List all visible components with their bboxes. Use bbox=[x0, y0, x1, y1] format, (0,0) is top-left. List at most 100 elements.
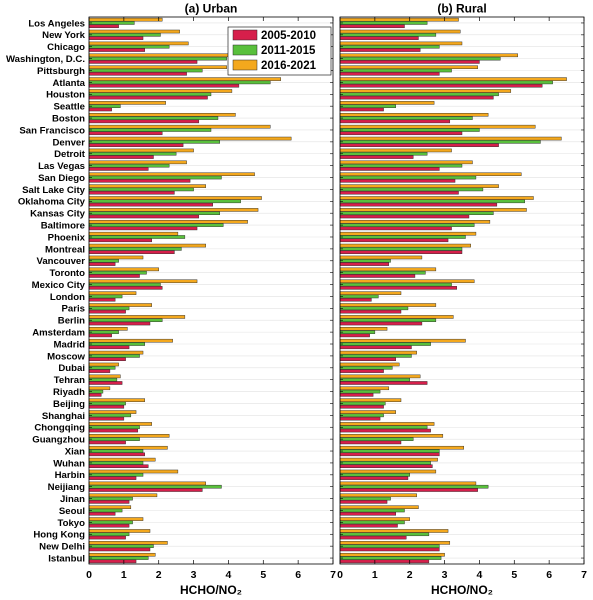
bar bbox=[339, 461, 431, 465]
category-label: Seattle bbox=[54, 102, 85, 113]
bar bbox=[88, 33, 161, 37]
bar bbox=[88, 214, 200, 219]
category-label: London bbox=[50, 292, 85, 303]
bar bbox=[339, 220, 491, 224]
bar bbox=[88, 523, 130, 528]
bar bbox=[339, 143, 499, 147]
bar bbox=[88, 484, 222, 489]
bar bbox=[88, 258, 119, 263]
bar bbox=[88, 386, 111, 391]
bar bbox=[339, 315, 454, 319]
bar bbox=[339, 247, 463, 251]
bar bbox=[339, 413, 384, 418]
bar bbox=[339, 333, 370, 338]
bar bbox=[88, 270, 147, 275]
bar bbox=[339, 366, 393, 370]
axes-frame bbox=[88, 16, 334, 565]
category-label: Tehran bbox=[54, 375, 85, 386]
category-label: Xian bbox=[65, 446, 85, 457]
bar bbox=[339, 80, 553, 85]
category-label: Beijing bbox=[53, 399, 85, 410]
bar bbox=[339, 410, 396, 414]
bar bbox=[88, 262, 116, 266]
category-label: Boston bbox=[52, 113, 85, 124]
bar bbox=[88, 547, 151, 552]
bar bbox=[339, 452, 440, 457]
bar bbox=[88, 255, 144, 260]
bar bbox=[339, 65, 478, 69]
bar bbox=[339, 508, 405, 513]
bar bbox=[88, 345, 130, 350]
bar bbox=[339, 89, 512, 93]
x-tick-label: 2 bbox=[156, 569, 162, 581]
bar bbox=[88, 342, 145, 346]
bar bbox=[339, 318, 437, 323]
bar bbox=[339, 21, 428, 25]
bar bbox=[339, 208, 527, 212]
bar bbox=[339, 362, 400, 367]
category-label: Salt Lake City bbox=[22, 185, 86, 196]
bar bbox=[88, 179, 191, 183]
bar bbox=[88, 330, 119, 334]
bar bbox=[88, 21, 135, 25]
bar bbox=[339, 202, 498, 207]
bar bbox=[88, 303, 152, 307]
bar bbox=[88, 163, 170, 168]
x-tick-label: 3 bbox=[191, 569, 197, 581]
category-label: Detroit bbox=[54, 149, 86, 160]
bar bbox=[339, 303, 437, 307]
legend-label: 2011-2015 bbox=[261, 45, 316, 57]
x-tick-label: 6 bbox=[295, 569, 301, 581]
bar bbox=[339, 243, 471, 248]
bar bbox=[339, 381, 428, 385]
bar bbox=[88, 517, 144, 521]
bar bbox=[339, 238, 449, 243]
x-tick-label: 5 bbox=[260, 569, 266, 581]
bar bbox=[88, 184, 206, 188]
bar bbox=[88, 309, 126, 314]
bar bbox=[339, 342, 431, 346]
bar bbox=[339, 291, 402, 295]
bar bbox=[339, 235, 466, 239]
bar bbox=[339, 214, 470, 219]
bar bbox=[339, 163, 463, 168]
bar bbox=[339, 481, 477, 486]
bar bbox=[88, 113, 236, 117]
bar bbox=[88, 428, 139, 433]
bar bbox=[88, 160, 187, 165]
bar bbox=[88, 445, 168, 450]
bar bbox=[339, 473, 410, 477]
bar bbox=[339, 270, 426, 275]
bar bbox=[88, 286, 163, 290]
bar bbox=[339, 445, 464, 450]
bar bbox=[88, 199, 241, 204]
bar bbox=[88, 306, 130, 311]
category-label: Las Vegas bbox=[38, 161, 85, 172]
bar bbox=[88, 291, 137, 295]
category-label: Chongqing bbox=[34, 423, 85, 434]
bar bbox=[88, 279, 198, 284]
bar bbox=[339, 187, 484, 192]
bar bbox=[88, 124, 271, 129]
bar bbox=[339, 36, 419, 40]
category-label: Tokyo bbox=[57, 518, 85, 529]
bar bbox=[88, 128, 212, 132]
bar bbox=[339, 282, 452, 287]
bar bbox=[88, 65, 227, 69]
bar bbox=[88, 95, 208, 100]
bar bbox=[339, 56, 501, 61]
bar bbox=[339, 41, 463, 46]
bar bbox=[339, 500, 388, 504]
bar bbox=[339, 404, 384, 409]
x-tick-label: 1 bbox=[121, 569, 127, 581]
bar bbox=[339, 60, 480, 64]
axes-frame bbox=[339, 16, 585, 565]
bar bbox=[339, 196, 534, 200]
bar bbox=[339, 547, 440, 552]
bar bbox=[88, 552, 156, 557]
bar bbox=[88, 333, 112, 338]
bar bbox=[339, 131, 463, 136]
category-label: Phoenix bbox=[48, 232, 86, 243]
x-tick-label: 2 bbox=[407, 569, 413, 581]
bar bbox=[339, 327, 388, 331]
